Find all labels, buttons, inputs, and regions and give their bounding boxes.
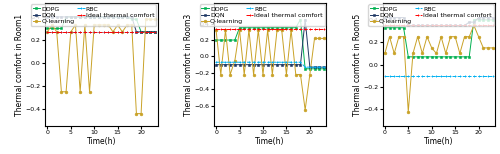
Legend: DDPG, DQN, Q-learning, RBC, Ideal thermal comfort: DDPG, DQN, Q-learning, RBC, Ideal therma… <box>368 4 494 26</box>
Y-axis label: Thermal comfort in Room3: Thermal comfort in Room3 <box>184 14 193 116</box>
Y-axis label: Thermal comfort in Room5: Thermal comfort in Room5 <box>353 14 362 116</box>
X-axis label: Time(h): Time(h) <box>424 137 454 146</box>
X-axis label: Time(h): Time(h) <box>256 137 285 146</box>
Y-axis label: Thermal comfort in Room1: Thermal comfort in Room1 <box>16 14 24 116</box>
Legend: DDPG, DQN, Q-learning, RBC, Ideal thermal comfort: DDPG, DQN, Q-learning, RBC, Ideal therma… <box>200 4 325 26</box>
Legend: DDPG, DQN, Q-learning, RBC, Ideal thermal comfort: DDPG, DQN, Q-learning, RBC, Ideal therma… <box>31 4 156 26</box>
X-axis label: Time(h): Time(h) <box>86 137 116 146</box>
